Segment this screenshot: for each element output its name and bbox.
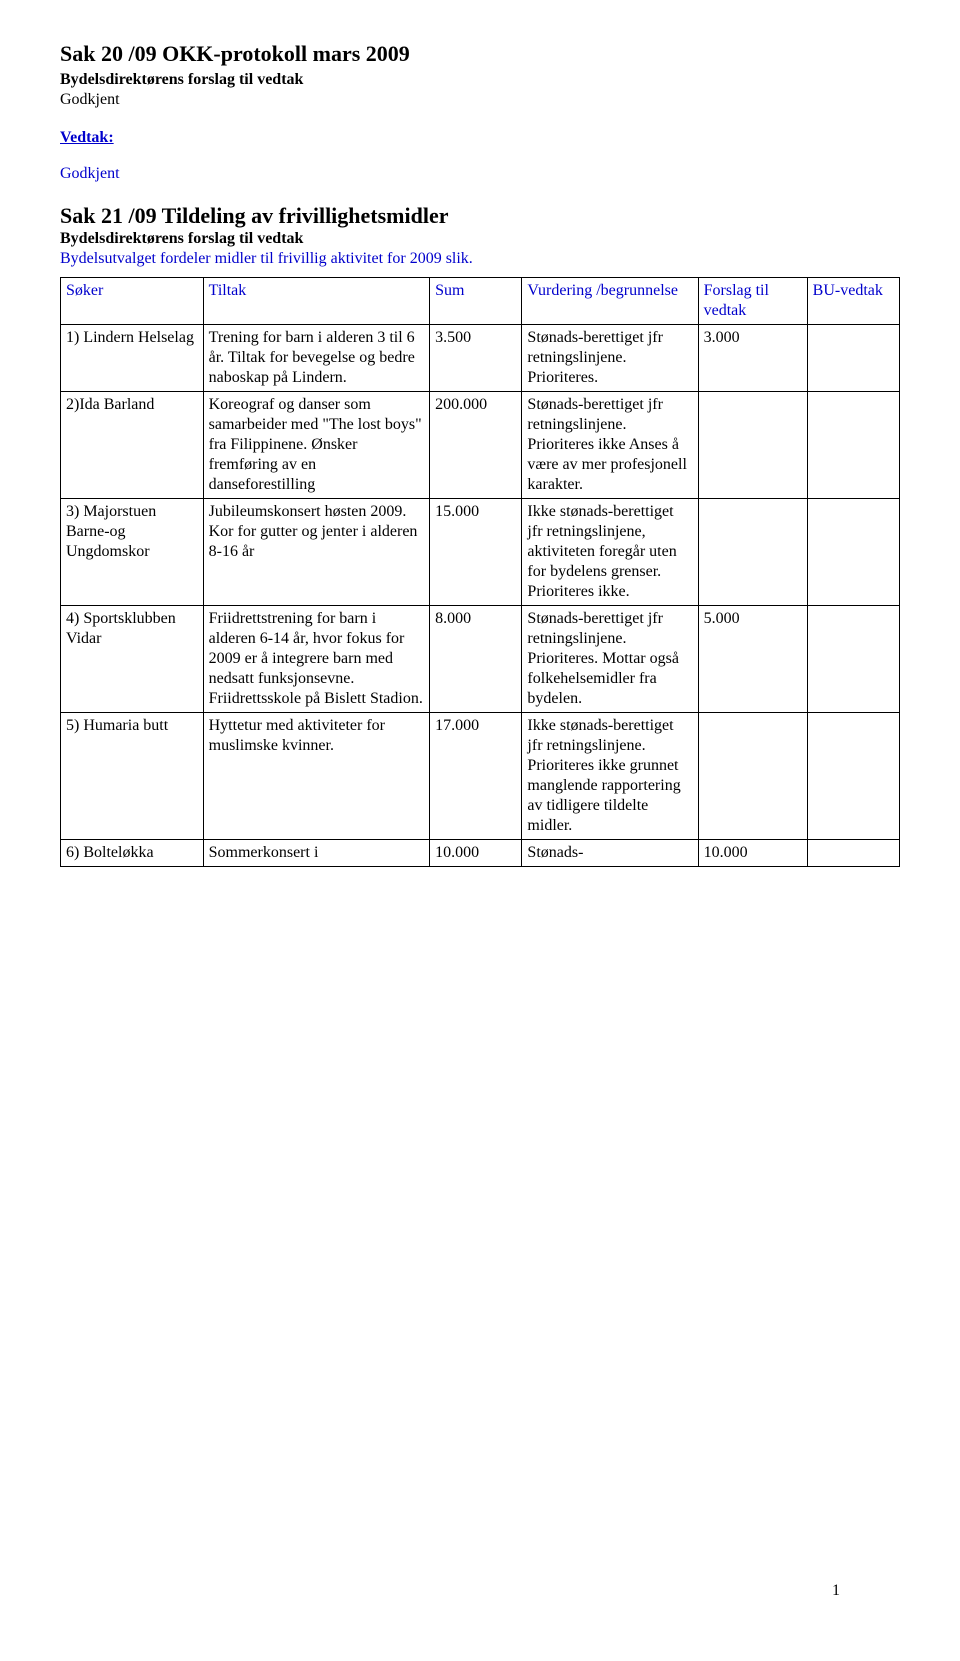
- vedtak-label: Vedtak:: [60, 128, 900, 148]
- table-row: 5) Humaria buttHyttetur med aktiviteter …: [61, 713, 900, 840]
- cell-vurd: Ikke stønads-berettiget jfr retningslinj…: [522, 499, 698, 606]
- cell-forslag: [698, 499, 807, 606]
- vedtak-value: Godkjent: [60, 164, 900, 184]
- cell-soker: 4) Sportsklubben Vidar: [61, 606, 204, 713]
- cell-forslag: 5.000: [698, 606, 807, 713]
- cell-forslag: [698, 392, 807, 499]
- cell-vurd: Stønads-berettiget jfr retningslinjene. …: [522, 606, 698, 713]
- cell-bu: [807, 840, 899, 867]
- cell-tiltak: Jubileumskonsert høsten 2009. Kor for gu…: [203, 499, 430, 606]
- table-header-row: Søker Tiltak Sum Vurdering /begrunnelse …: [61, 278, 900, 325]
- cell-soker: 3) Majorstuen Barne-og Ungdomskor: [61, 499, 204, 606]
- cell-soker: 5) Humaria butt: [61, 713, 204, 840]
- col-header-soker: Søker: [61, 278, 204, 325]
- table-row: 6) BolteløkkaSommerkonsert i10.000Stønad…: [61, 840, 900, 867]
- sak21-title: Sak 21 /09 Tildeling av frivillighetsmid…: [60, 202, 900, 230]
- cell-tiltak: Trening for barn i alderen 3 til 6 år. T…: [203, 325, 430, 392]
- sak20-proposal-line: Bydelsdirektørens forslag til vedtak: [60, 70, 900, 90]
- sak20-status: Godkjent: [60, 90, 900, 110]
- table-row: 2)Ida BarlandKoreograf og danser som sam…: [61, 392, 900, 499]
- cell-sum: 10.000: [430, 840, 522, 867]
- table-row: 3) Majorstuen Barne-og UngdomskorJubileu…: [61, 499, 900, 606]
- cell-bu: [807, 713, 899, 840]
- sak21-proposal-line: Bydelsdirektørens forslag til vedtak: [60, 229, 900, 249]
- col-header-sum: Sum: [430, 278, 522, 325]
- cell-tiltak: Sommerkonsert i: [203, 840, 430, 867]
- cell-sum: 8.000: [430, 606, 522, 713]
- cell-forslag: 10.000: [698, 840, 807, 867]
- table-row: 4) Sportsklubben VidarFriidrettstrening …: [61, 606, 900, 713]
- cell-vurd: Ikke stønads-berettiget jfr retningslinj…: [522, 713, 698, 840]
- col-header-forslag: Forslag til vedtak: [698, 278, 807, 325]
- cell-bu: [807, 499, 899, 606]
- sak21-desc: Bydelsutvalget fordeler midler til frivi…: [60, 249, 900, 269]
- cell-bu: [807, 392, 899, 499]
- col-header-tiltak: Tiltak: [203, 278, 430, 325]
- page-number: 1: [832, 1581, 840, 1601]
- cell-vurd: Stønads-berettiget jfr retningslinjene. …: [522, 325, 698, 392]
- cell-sum: 15.000: [430, 499, 522, 606]
- cell-sum: 200.000: [430, 392, 522, 499]
- cell-sum: 17.000: [430, 713, 522, 840]
- cell-soker: 1) Lindern Helselag: [61, 325, 204, 392]
- cell-vurd: Stønads-: [522, 840, 698, 867]
- cell-forslag: [698, 713, 807, 840]
- cell-sum: 3.500: [430, 325, 522, 392]
- cell-tiltak: Hyttetur med aktiviteter for muslimske k…: [203, 713, 430, 840]
- col-header-vurdering: Vurdering /begrunnelse: [522, 278, 698, 325]
- funding-table: Søker Tiltak Sum Vurdering /begrunnelse …: [60, 277, 900, 867]
- cell-soker: 2)Ida Barland: [61, 392, 204, 499]
- col-header-bu: BU-vedtak: [807, 278, 899, 325]
- cell-forslag: 3.000: [698, 325, 807, 392]
- cell-tiltak: Friidrettstrening for barn i alderen 6-1…: [203, 606, 430, 713]
- cell-bu: [807, 606, 899, 713]
- cell-vurd: Stønads-berettiget jfr retningslinjene. …: [522, 392, 698, 499]
- sak20-title: Sak 20 /09 OKK-protokoll mars 2009: [60, 40, 900, 68]
- table-row: 1) Lindern HelselagTrening for barn i al…: [61, 325, 900, 392]
- cell-tiltak: Koreograf og danser som samarbeider med …: [203, 392, 430, 499]
- cell-bu: [807, 325, 899, 392]
- cell-soker: 6) Bolteløkka: [61, 840, 204, 867]
